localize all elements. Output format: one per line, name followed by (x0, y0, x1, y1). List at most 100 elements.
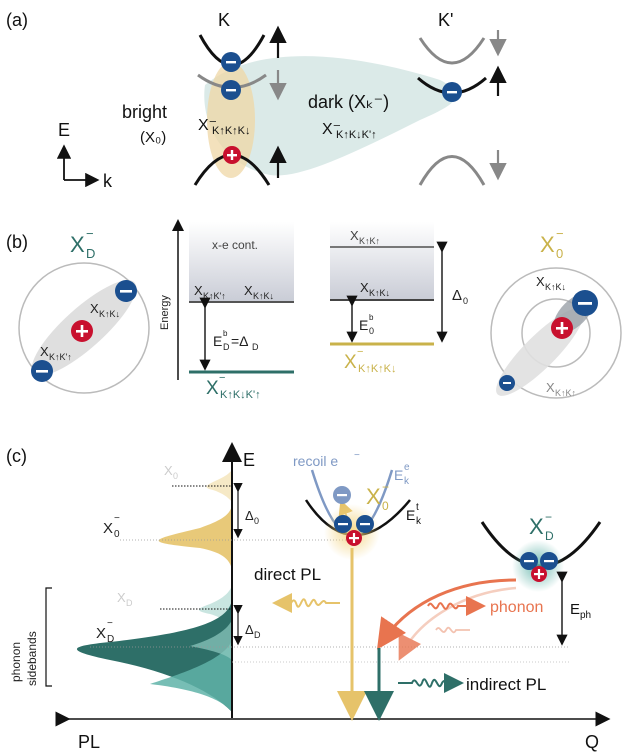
dark-trion-sub: K↑K↓K'↑ (220, 389, 261, 401)
x0-inner-1-sub: K↑K↓ (545, 282, 566, 292)
direct-pl-label: direct PL (254, 565, 321, 584)
hole-icon (551, 317, 573, 339)
xd-trion-sup-c: − (107, 618, 113, 629)
x0-inner-2: X (546, 380, 555, 395)
recoil-electron-icon (333, 486, 351, 504)
delta0-label: Δ (452, 287, 462, 304)
left-level-1-sub: K↑K'↑ (203, 291, 226, 301)
left-level-1: X (194, 283, 203, 298)
electron-icon (499, 375, 515, 391)
center-x0-sup: − (382, 480, 389, 494)
ed-eq-rest: =Δ (231, 333, 249, 349)
bright-symbol: (X₀) (140, 129, 166, 146)
dark-trion-label: X (206, 378, 219, 399)
dark-trion-sup: − (219, 372, 225, 384)
kprime-conduction-upper (418, 37, 486, 65)
right-level-mid: X (360, 280, 369, 295)
electron-icon (221, 80, 241, 100)
delta0-sub: 0 (463, 296, 468, 306)
xd-inner-1: X (90, 301, 99, 316)
x0-exciton-peak (206, 470, 232, 502)
phonon-sidebands-bracket (45, 587, 52, 687)
dark-state: X⁻ (322, 121, 341, 138)
electron-icon (540, 552, 558, 570)
panel-c-label: (c) (6, 446, 27, 466)
phonon-sideband-peak (150, 640, 232, 712)
panel-a: (a) K K' bright (X₀) X⁻ K↑K↑K↓ dark (Xₖ⁻… (6, 10, 507, 191)
deltad-sub-c: D (254, 630, 261, 640)
x0-title: X (540, 232, 555, 257)
xd-small-sub: D (126, 598, 133, 608)
ed-eq-sub: D (223, 342, 230, 352)
phonon-wave-faint (435, 626, 470, 634)
x0-inner-orbit (521, 298, 591, 368)
direct-photon-wave (285, 598, 340, 608)
ekt-sup: t (416, 502, 419, 513)
xd-trion-sub-c: D (107, 634, 114, 645)
dark-word: dark (Xₖ⁻) (308, 92, 389, 112)
electron-icon (520, 552, 538, 570)
center-x0-sub: 0 (382, 499, 389, 513)
axis-pl-label: PL (78, 732, 100, 752)
panel-a-label: (a) (6, 10, 28, 30)
energy-axis-label: Energy (159, 295, 171, 330)
continuum-label: x-e cont. (212, 238, 258, 252)
phonon-wave (427, 602, 472, 610)
electron-icon (442, 82, 462, 102)
continuum-box-right (330, 222, 434, 300)
panel-b: (b) X D − X K↑K↓ X K↑K'↑ Energy x-e cont… (6, 219, 622, 401)
phonon-label: phonon (490, 599, 543, 616)
xd-title-sup: − (86, 226, 94, 241)
xd-inner-2: X (40, 344, 49, 359)
right-xd-sub: D (545, 529, 554, 543)
indirect-photon-wave (398, 678, 453, 688)
x0-title-sup: − (556, 226, 564, 241)
right-level-mid-sub: K↑K↓ (369, 288, 390, 298)
ed-eq: E (213, 333, 222, 349)
ekt-sub: k (416, 516, 422, 527)
x0-trion-sub-c: 0 (114, 529, 120, 540)
e0-label: E (359, 317, 368, 333)
indirect-pl-label: indirect PL (466, 675, 546, 694)
x0-small-sub: 0 (173, 471, 178, 481)
hole-icon (346, 530, 362, 546)
phonon-scatter-arrow (377, 578, 517, 650)
valley-kprime-label: K' (438, 10, 453, 30)
delta0-sub-c: 0 (254, 516, 259, 526)
hole-icon (223, 146, 241, 164)
axis-q-label: Q (585, 732, 599, 752)
bright-trion-sup: − (357, 346, 363, 358)
electron-icon (572, 290, 598, 316)
dark-state-sub: K↑K↓K'↑ (336, 129, 377, 141)
x0-title-sub: 0 (556, 246, 563, 261)
e0-sub: 0 (369, 326, 374, 336)
continuum-box (189, 222, 294, 302)
electron-icon (115, 280, 137, 302)
eph-label: E (570, 601, 580, 618)
x0-outer-orbit (490, 267, 622, 399)
phonon-sidebands-label-2: sidebands (25, 631, 39, 686)
axis-k-label: k (103, 171, 113, 191)
dark-trion-region (204, 56, 457, 176)
x0-small-label: X (164, 463, 173, 478)
right-xd-sup: − (545, 510, 552, 524)
phonon-sidebands-label-1: phonon (9, 642, 23, 682)
panel-c: (c) PL Q E Δ 0 Δ D X 0 X − 0 X D (6, 442, 611, 752)
electron-icon (334, 515, 352, 533)
right-level-top-sub: K↑K↑ (359, 236, 380, 246)
xd-trion-label-c: X (96, 625, 106, 642)
hole-icon (531, 566, 547, 582)
panel-b-label: (b) (6, 232, 28, 252)
bright-trion-region (207, 62, 255, 178)
bright-trion-sub: K↑K↑K↓ (358, 363, 397, 375)
e0-sup: b (369, 313, 374, 322)
electron-icon (221, 52, 241, 72)
deltad-label-c: Δ (245, 622, 254, 637)
bright-state-sub: K↑K↑K↓ (212, 125, 251, 137)
ed-eq-sup: b (223, 329, 228, 338)
center-x0-label: X (366, 484, 381, 509)
left-level-2: X (244, 283, 253, 298)
xd-inner-2-sub: K↑K'↑ (49, 352, 72, 362)
delta0-label-c: Δ (245, 508, 254, 523)
